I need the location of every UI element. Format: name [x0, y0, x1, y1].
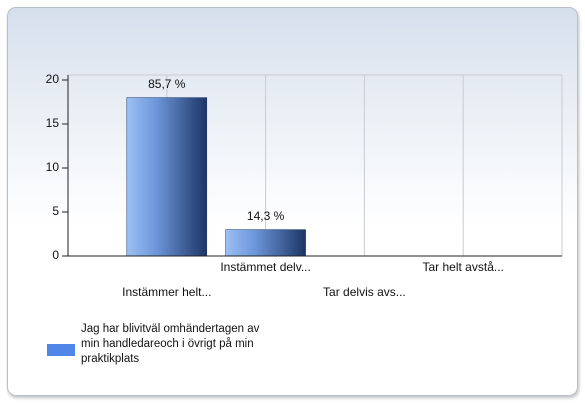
- legend-swatch: [47, 343, 75, 356]
- bar: [126, 97, 208, 257]
- chart-panel: [7, 7, 578, 396]
- legend-label: Jag har blivitväl omhändertagen av min h…: [81, 323, 260, 365]
- legend: Jag har blivitväl omhändertagen av min h…: [47, 322, 277, 367]
- x-tick-label: Instämmet delv...: [220, 260, 310, 274]
- y-tick-label: 5: [52, 204, 59, 218]
- y-tick-label: 10: [46, 160, 60, 174]
- bar-label: 85,7 %: [148, 77, 186, 91]
- y-tick-label: 20: [46, 72, 60, 86]
- x-tick-label: Instämmer helt...: [122, 285, 211, 299]
- y-tick-label: 15: [46, 116, 60, 130]
- y-tick-label: 0: [52, 248, 59, 262]
- bar: [225, 229, 306, 257]
- x-tick-label: Tar delvis avs...: [323, 285, 406, 299]
- x-tick-label: Tar helt avstå...: [423, 260, 504, 274]
- bar-label: 14,3 %: [247, 209, 285, 223]
